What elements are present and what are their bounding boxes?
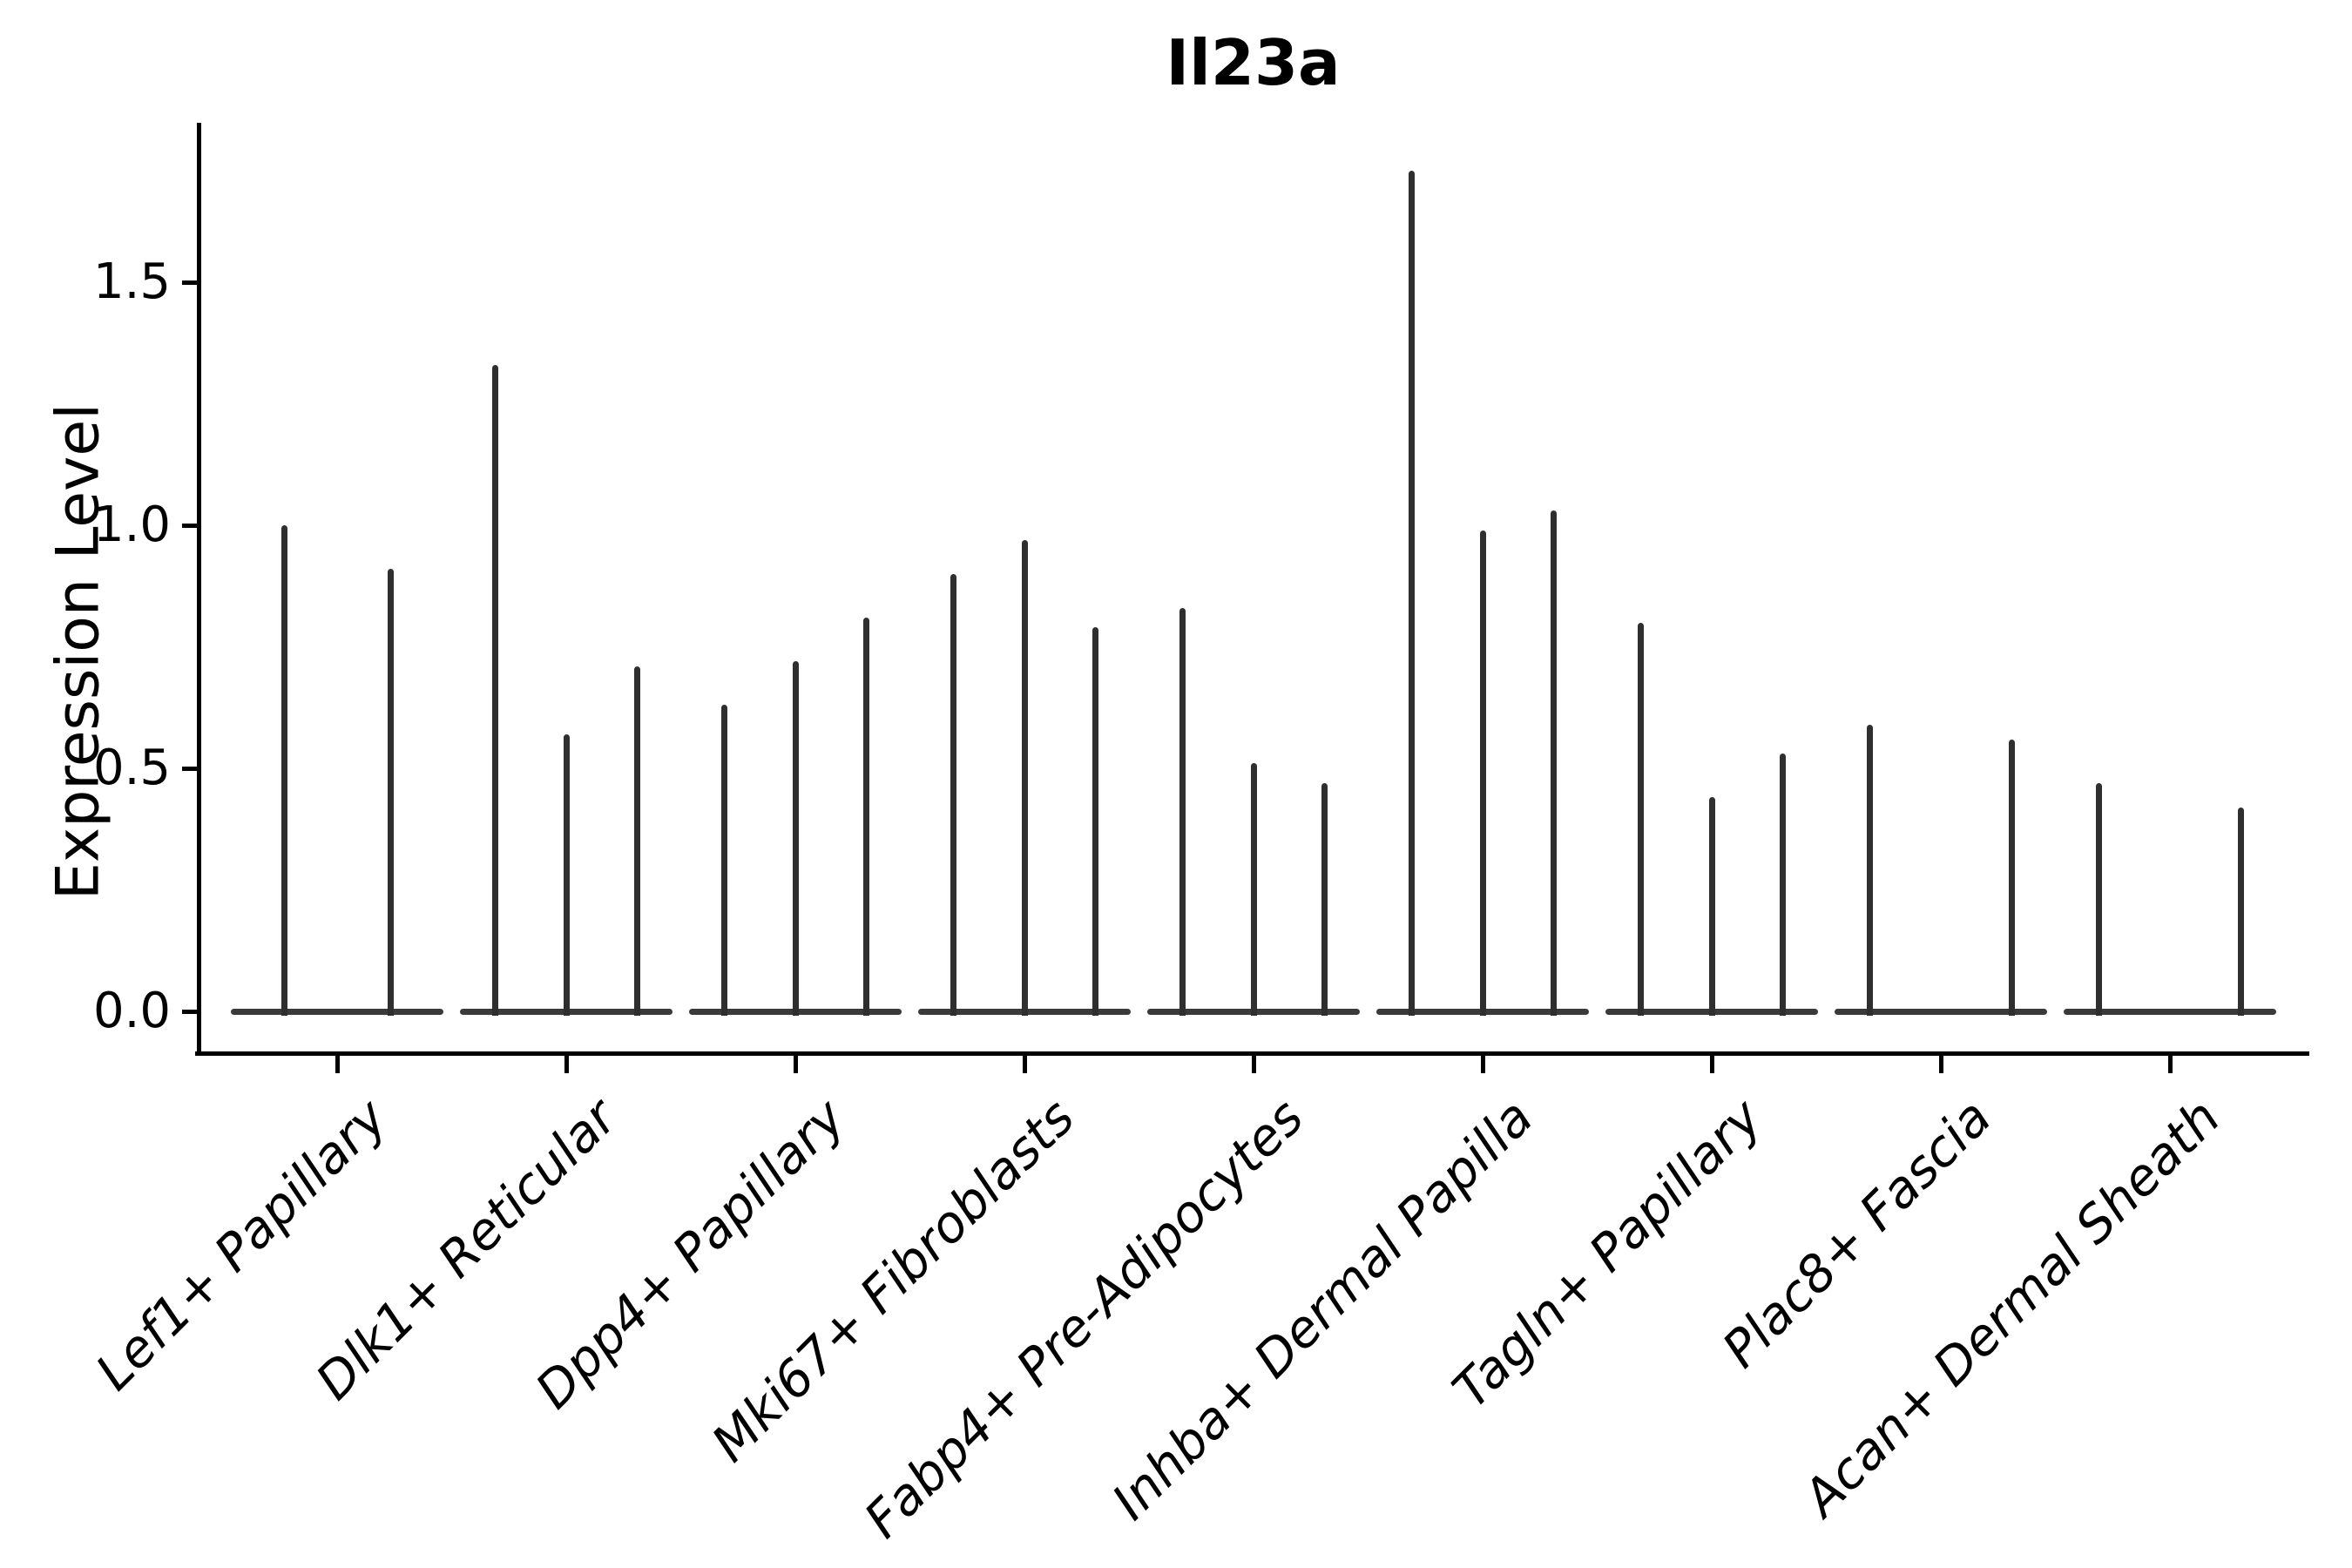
violin-spike — [2096, 782, 2103, 1016]
violin-spike — [1479, 530, 1486, 1016]
violin-spike — [633, 666, 640, 1016]
violin-zero-baseline — [1835, 1009, 2047, 1015]
y-tick-label: 0.5 — [92, 740, 171, 796]
x-tick-label: Inhba+ Dermal Papilla — [1100, 1087, 1544, 1531]
violin-spike — [950, 573, 957, 1016]
violin-spike — [721, 705, 728, 1016]
y-tick-mark — [182, 280, 197, 285]
x-tick-mark — [564, 1056, 569, 1073]
x-tick-mark — [335, 1056, 340, 1073]
violin-spike — [1250, 763, 1257, 1016]
violin-spike — [280, 525, 287, 1016]
x-tick-label: Acan+ Dermal Sheath — [1791, 1087, 2232, 1528]
violin-zero-baseline — [2064, 1009, 2276, 1015]
violin-spike — [2008, 739, 2015, 1016]
x-tick-mark — [1939, 1056, 1943, 1073]
x-tick-mark — [1481, 1056, 1485, 1073]
x-axis-spine — [195, 1051, 2309, 1056]
x-tick-mark — [2168, 1056, 2173, 1073]
x-tick-mark — [1023, 1056, 1027, 1073]
chart-title: Il23a — [1166, 26, 1341, 99]
violin-spike — [1708, 797, 1715, 1016]
y-tick-label: 1.5 — [92, 253, 171, 310]
x-tick-label: Fabp4+ Pre-Adipocytes — [853, 1087, 1315, 1550]
violin-spike — [1550, 510, 1557, 1016]
y-axis-label: Expression Level — [44, 402, 113, 901]
violin-spike — [1321, 782, 1328, 1016]
violin-spike — [1092, 627, 1098, 1016]
x-tick-mark — [1252, 1056, 1256, 1073]
violin-spike — [387, 569, 394, 1016]
x-tick-mark — [794, 1056, 798, 1073]
violin-spike — [792, 661, 799, 1016]
violin-spike — [563, 733, 570, 1016]
violin-spike — [1021, 539, 1028, 1016]
violin-spike — [492, 364, 499, 1016]
violin-spike — [1409, 170, 1416, 1016]
y-tick-mark — [182, 524, 197, 528]
violin-spike — [1867, 724, 1874, 1016]
violin-zero-baseline — [231, 1009, 443, 1015]
violin-spike — [1779, 754, 1786, 1016]
x-tick-mark — [1710, 1056, 1714, 1073]
y-tick-mark — [182, 1010, 197, 1014]
y-tick-label: 1.0 — [92, 497, 171, 553]
y-tick-label: 0.0 — [92, 983, 171, 1039]
violin-spike — [1179, 607, 1186, 1016]
violin-spike — [862, 618, 869, 1016]
y-axis-spine — [197, 123, 201, 1056]
y-tick-mark — [182, 767, 197, 771]
violin-spike — [2237, 807, 2244, 1016]
violin-spike — [1638, 622, 1645, 1016]
